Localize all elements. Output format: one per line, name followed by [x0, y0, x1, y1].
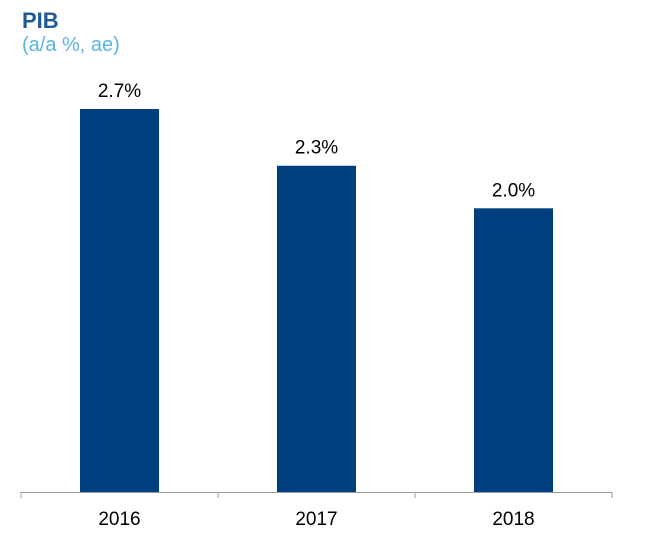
x-tick-label-2016: 2016 — [98, 509, 140, 530]
bar-2018 — [474, 208, 553, 492]
bar-2017 — [277, 165, 356, 493]
chart-title: PIB — [22, 8, 59, 33]
data-label-2018: 2.0% — [492, 180, 535, 201]
data-labels-group: 2.7% 2.3% 2.0% — [98, 81, 535, 201]
data-label-2017: 2.3% — [295, 138, 338, 159]
bars-group — [80, 109, 553, 493]
bar-2016 — [80, 109, 159, 492]
chart-subtitle: (a/a %, ae) — [22, 34, 120, 56]
x-tick-labels-group: 2016 2017 2018 — [98, 509, 534, 530]
x-tick-label-2017: 2017 — [295, 509, 337, 530]
x-tick-label-2018: 2018 — [492, 509, 534, 530]
x-axis-ticks — [20, 492, 613, 498]
data-label-2016: 2.7% — [98, 81, 141, 102]
